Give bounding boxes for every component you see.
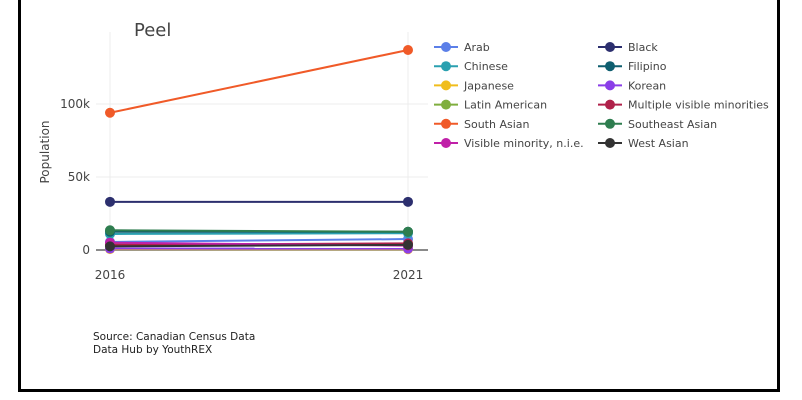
legend-label: West Asian — [628, 137, 689, 150]
series-line — [109, 238, 409, 243]
x-tick-label: 2016 — [95, 268, 126, 282]
legend-item: Arab — [434, 41, 490, 54]
series-layer — [105, 44, 413, 255]
legend-swatch-marker — [605, 61, 615, 72]
legend-label: South Asian — [464, 118, 530, 131]
legend-item: Filipino — [598, 60, 667, 73]
legend-item: Japanese — [434, 79, 514, 92]
legend-label: Filipino — [628, 60, 667, 73]
source-note: Source: Canadian Census Data Data Hub by… — [93, 331, 255, 357]
data-point — [403, 44, 413, 55]
legend-swatch-marker — [605, 138, 615, 148]
legend-swatch-marker — [605, 42, 615, 52]
legend-label: Latin American — [464, 99, 547, 112]
y-tick-label: 50k — [68, 170, 90, 184]
y-tick-label: 100k — [60, 97, 90, 111]
data-point — [105, 225, 115, 236]
data-point — [105, 107, 115, 118]
data-point — [403, 196, 413, 207]
series-line — [109, 232, 409, 235]
legend-item: West Asian — [598, 137, 689, 150]
legend-item: Visible minority, n.i.e. — [434, 137, 584, 150]
legend-label: Japanese — [463, 79, 514, 92]
y-axis-label: Population — [38, 120, 52, 183]
legend-label: Multiple visible minorities — [628, 99, 769, 112]
series-line — [109, 243, 409, 248]
legend-swatch-marker — [441, 138, 451, 148]
legend-item: South Asian — [434, 118, 530, 131]
legend-label: Chinese — [464, 60, 508, 73]
legend-swatch-marker — [441, 80, 451, 91]
data-point — [105, 196, 115, 207]
series-black — [105, 196, 413, 207]
y-ticks: 0 50k 100k — [60, 97, 90, 257]
series-south-asian — [105, 44, 413, 118]
source-line-1: Source: Canadian Census Data — [93, 331, 256, 343]
legend-label: Black — [628, 41, 658, 54]
source-line-2: Data Hub by YouthREX — [93, 344, 213, 356]
legend-label: Southeast Asian — [628, 118, 717, 131]
grid — [96, 32, 428, 250]
legend: Arab Black Chinese Filipino Japanese Korean La… — [434, 41, 769, 150]
x-ticks: 2016 2021 — [95, 268, 424, 282]
legend-swatch-marker — [605, 80, 615, 91]
data-point — [403, 226, 413, 237]
legend-item: Chinese — [434, 60, 508, 73]
legend-item: Southeast Asian — [598, 118, 717, 131]
series-southeast-asian — [105, 225, 413, 237]
legend-swatch-marker — [605, 99, 615, 110]
legend-swatch-marker — [441, 61, 451, 72]
legend-item: Black — [598, 41, 658, 54]
x-tick-label: 2021 — [393, 268, 424, 282]
legend-item: Multiple visible minorities — [598, 99, 769, 112]
data-point — [105, 241, 115, 252]
chart-title: Peel — [134, 20, 171, 41]
y-tick-label: 0 — [82, 243, 90, 257]
legend-label: Arab — [464, 41, 490, 54]
legend-item: Korean — [598, 79, 666, 92]
legend-label: Visible minority, n.i.e. — [464, 137, 584, 150]
legend-item: Latin American — [434, 99, 547, 112]
data-point — [403, 239, 413, 250]
series-west-asian — [105, 239, 413, 252]
series-line — [109, 229, 409, 233]
legend-label: Korean — [628, 79, 666, 92]
legend-swatch-marker — [441, 118, 451, 129]
chart-frame — [18, 0, 780, 392]
legend-swatch-marker — [605, 118, 615, 129]
series-line — [109, 49, 409, 114]
legend-swatch-marker — [441, 99, 451, 110]
legend-swatch-marker — [441, 42, 451, 52]
